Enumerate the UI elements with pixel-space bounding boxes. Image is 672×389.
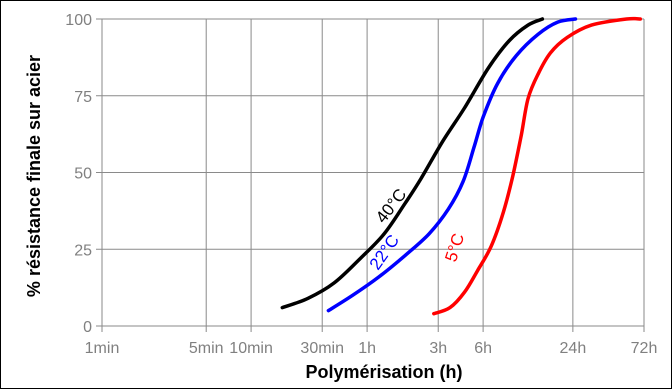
x-tick-label: 10min: [229, 340, 273, 357]
y-tick-label: 100: [65, 12, 92, 29]
series-line: [326, 17, 578, 313]
x-tick-label: 1h: [358, 340, 376, 357]
y-tick-label: 50: [74, 166, 92, 183]
series-label: 5°C: [441, 231, 468, 264]
x-tick-label: 1min: [85, 340, 120, 357]
x-tick-label: 24h: [560, 340, 587, 357]
y-axis-label: % résistance finale sur acier: [24, 55, 44, 297]
series-line: [432, 16, 643, 316]
y-tick-labels: 0 25 50 75 100: [65, 12, 92, 336]
y-tick-label: 25: [74, 242, 92, 259]
series-line: [280, 17, 545, 310]
x-tick-label: 72h: [631, 340, 658, 357]
x-tick-label: 5min: [189, 340, 224, 357]
x-tick-label: 30min: [300, 340, 344, 357]
y-tick-label: 75: [74, 89, 92, 106]
x-axis-label: Polymérisation (h): [305, 362, 462, 382]
x-tick-label: 6h: [474, 340, 492, 357]
grid: [96, 18, 645, 332]
series-label: 22°C: [366, 231, 403, 273]
series-labels: 40°C22°C 5°C: [366, 185, 469, 273]
series-layer: [280, 16, 643, 316]
y-tick-label: 0: [83, 319, 92, 336]
x-tick-labels: 1min 5min 10min 30min 1h 3h 6h 24h 72h: [85, 340, 658, 357]
x-tick-label: 3h: [429, 340, 447, 357]
